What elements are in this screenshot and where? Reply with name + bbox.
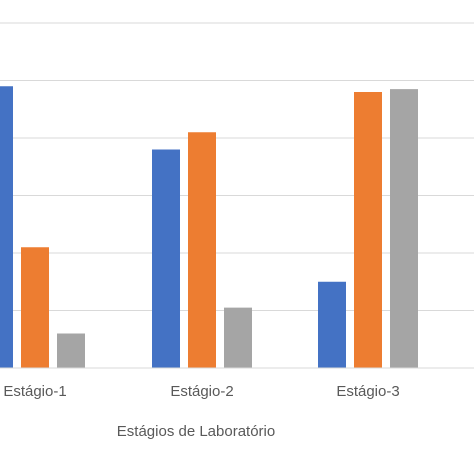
x-tick-label: Estágio-3 [336,383,399,400]
bar-series-1-Estágio-1 [0,86,13,368]
x-tick-labels: Estágio-1 Estágio-2 Estágio-3 [3,383,399,400]
x-axis-title: Estágios de Laboratório [117,423,275,440]
x-tick-label: Estágio-1 [3,383,66,400]
bar-series-3-Estágio-1 [57,333,85,368]
bar-series-2-Estágio-1 [21,247,49,368]
bar-series-3-Estágio-2 [224,307,252,368]
bars [0,86,418,368]
bar-series-1-Estágio-3 [318,281,346,368]
x-tick-label: Estágio-2 [170,383,233,400]
bar-series-1-Estágio-2 [152,149,180,368]
bar-series-2-Estágio-2 [188,132,216,368]
bar-series-2-Estágio-3 [354,92,382,368]
bar-series-3-Estágio-3 [390,89,418,368]
